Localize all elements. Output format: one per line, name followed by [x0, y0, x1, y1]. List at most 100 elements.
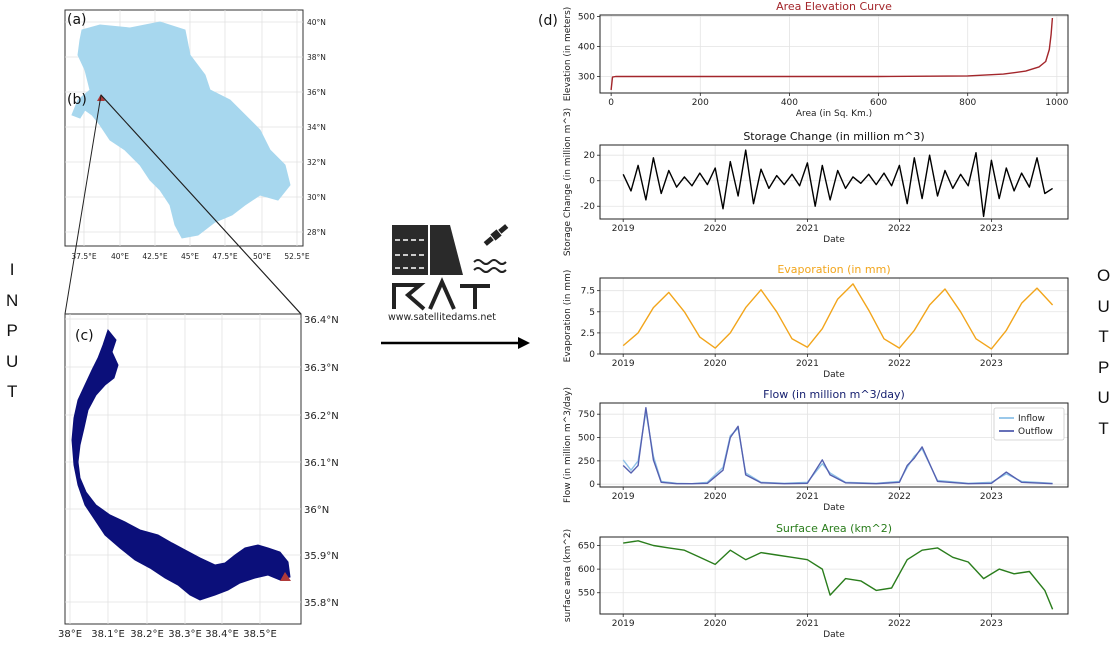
legend-label: Outflow — [1018, 427, 1053, 437]
x-tick-label: 2023 — [980, 619, 1003, 629]
map-c-lon-tick-label: 38.2°E — [130, 629, 164, 640]
map-c-lat-tick-label: 36.2°N — [304, 411, 339, 422]
map-c: (c) 36.4°N 36.3°N 36.2°N 36.1°N 36°N 35.9°N 35… — [58, 313, 339, 640]
x-tick-label: 2023 — [980, 492, 1003, 502]
x-tick-label: 2020 — [704, 492, 727, 502]
panel-c-label: (c) — [75, 328, 94, 344]
series-line — [623, 540, 1054, 610]
map-a-lon-tick-label: 45°E — [181, 252, 199, 261]
zoom-connector — [64, 94, 102, 315]
chart-title: Area Elevation Curve — [776, 0, 892, 13]
y-tick-label: 750 — [578, 410, 595, 420]
x-axis-label: Date — [823, 503, 845, 513]
x-tick-label: 2022 — [888, 492, 911, 502]
x-tick-label: 2019 — [612, 619, 635, 629]
series-line — [622, 410, 1053, 485]
y-axis-label: Elevation (in meters) — [563, 7, 573, 102]
plot-frame — [599, 402, 1069, 488]
plot-frame — [599, 536, 1069, 615]
x-tick-label: 1000 — [1045, 98, 1068, 108]
dam-marker-icon — [280, 572, 291, 581]
panel-d-label: (d) — [538, 13, 558, 29]
plot-frame — [599, 144, 1069, 220]
chart-2: 2019 2020 2021 2022 2023 0 2.5 5 7.5 Evaporation … — [563, 263, 1069, 380]
series-line — [622, 283, 1054, 350]
map-a-lon-tick-label: 37.5°E — [71, 252, 96, 261]
x-axis-label: Date — [823, 235, 845, 245]
chart-title: Evaporation (in mm) — [777, 263, 890, 276]
legend-label: Inflow — [1018, 414, 1045, 424]
chart-0: 0 200 400 600 800 1000 300 400 500 Area Elevation… — [563, 0, 1069, 119]
y-tick-label: 500 — [578, 13, 595, 23]
x-tick-label: 2023 — [980, 359, 1003, 369]
y-tick-label: 400 — [578, 43, 595, 53]
map-c-lat-tick-label: 36.1°N — [304, 458, 339, 469]
chart-1: 2019 2020 2021 2022 2023 -20 0 20 Storage Change… — [563, 108, 1069, 256]
map-a-lat-tick-label: 40°N — [307, 18, 326, 27]
map-c-lon-tick-label: 38.3°E — [168, 629, 202, 640]
output-letter: U — [1097, 388, 1110, 407]
panel-b-label: (b) — [67, 92, 87, 108]
chart-title: Surface Area (km^2) — [776, 522, 892, 535]
y-tick-label: 0 — [589, 177, 595, 187]
y-tick-label: 5 — [589, 308, 595, 318]
x-tick-label: 2023 — [980, 224, 1003, 234]
x-tick-label: 200 — [692, 98, 709, 108]
map-a-basin — [71, 21, 291, 239]
input-letter: I — [9, 260, 15, 279]
y-tick-label: 650 — [578, 542, 595, 552]
map-a-lon-tick-label: 50°E — [253, 252, 271, 261]
chart-4: 2019 2020 2021 2022 2023 550 600 650 Surface Are… — [563, 522, 1069, 640]
y-tick-label: 500 — [578, 434, 595, 444]
x-tick-label: 2022 — [888, 359, 911, 369]
map-a-lat-tick-label: 28°N — [307, 228, 326, 237]
chart-title: Storage Change (in million m^3) — [743, 130, 924, 143]
y-tick-label: 2.5 — [581, 329, 595, 339]
output-letter: O — [1097, 266, 1111, 285]
x-tick-label: 2020 — [704, 359, 727, 369]
map-a-lon-tick-label: 40°E — [111, 252, 129, 261]
series-line — [610, 17, 1054, 91]
x-tick-label: 0 — [608, 98, 614, 108]
logo-url-text: www.satellitedams.net — [388, 312, 496, 323]
input-letter: U — [6, 351, 19, 371]
y-axis-label: surface area (km^2) — [563, 529, 573, 622]
map-c-lat-tick-label: 35.8°N — [304, 598, 339, 609]
dam-slope-icon — [430, 225, 463, 275]
map-a-lat-tick-label: 30°N — [307, 193, 326, 202]
input-letter: N — [6, 290, 19, 310]
map-c-lat-tick-label: 36.3°N — [304, 363, 339, 374]
y-axis-label: Storage Change (in million m^3) — [563, 108, 573, 256]
x-tick-label: 2020 — [704, 224, 727, 234]
map-c-lon-tick-label: 38.4°E — [205, 629, 239, 640]
map-a-lon-tick-label: 52.5°E — [284, 252, 309, 261]
map-a-lat-ticks: 40°N 38°N 36°N 34°N 32°N 30°N 28°N — [307, 18, 326, 237]
map-c-lat-tick-label: 35.9°N — [304, 551, 339, 562]
reservoir-shape — [71, 328, 291, 601]
plot-frame — [599, 14, 1069, 94]
map-a-lon-tick-label: 47.5°E — [212, 252, 237, 261]
y-tick-label: 600 — [578, 565, 595, 575]
map-c-lat-tick-label: 36°N — [304, 505, 329, 516]
x-tick-label: 2019 — [612, 224, 635, 234]
y-axis-label: Flow (in million m^3/day) — [563, 387, 573, 503]
y-tick-label: -20 — [580, 202, 595, 212]
arrow-head-icon — [518, 337, 530, 349]
x-tick-label: 2021 — [796, 492, 819, 502]
input-letter: P — [6, 321, 18, 340]
output-letter: T — [1098, 327, 1109, 346]
y-tick-label: 550 — [578, 589, 595, 599]
y-tick-label: 20 — [584, 151, 596, 161]
output-letter: U — [1097, 296, 1110, 316]
chart-3: 2019 2020 2021 2022 2023 0 250 500 750 Flow (in m… — [563, 387, 1069, 513]
y-axis-label: Evaporation (in mm) — [563, 270, 573, 363]
x-axis-label: Date — [823, 630, 845, 640]
rat-letters-icon — [392, 277, 490, 311]
x-tick-label: 2022 — [888, 619, 911, 629]
chart-title: Flow (in million m^3/day) — [763, 388, 905, 401]
x-tick-label: 2019 — [612, 359, 635, 369]
legend: Inflow Outflow — [993, 407, 1065, 441]
x-axis-label: Area (in Sq. Km.) — [796, 109, 872, 119]
y-tick-label: 250 — [578, 457, 595, 467]
